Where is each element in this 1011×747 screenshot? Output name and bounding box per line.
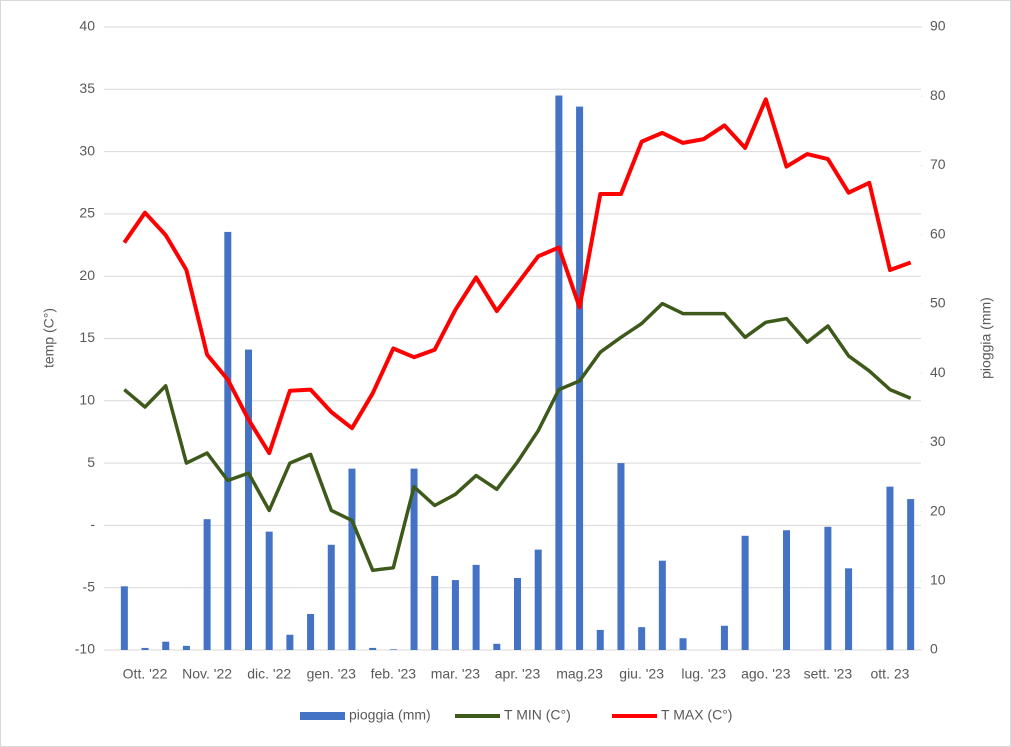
bar (451, 580, 459, 650)
bar (431, 575, 439, 650)
y-tick-label: -10 (75, 641, 95, 657)
y-tick-label: 25 (79, 205, 95, 221)
bar (307, 614, 315, 650)
y-tick-label: 35 (79, 80, 95, 96)
y-tick-label: 10 (79, 392, 95, 408)
x-tick-label: ago. '23 (741, 666, 791, 682)
bar (720, 625, 728, 650)
bar (534, 549, 542, 650)
bar (286, 634, 294, 650)
y-tick-label: 40 (79, 18, 95, 34)
x-tick-label: mag.23 (556, 666, 603, 682)
bar (203, 519, 211, 650)
bar (327, 544, 335, 650)
y-tick-label: - (90, 516, 95, 532)
bar (555, 95, 563, 650)
bar (182, 645, 190, 650)
y-tick-label: -5 (83, 578, 96, 594)
bar (845, 568, 853, 650)
y-tick-label: 30 (79, 142, 95, 158)
bar (783, 530, 790, 650)
bar (493, 643, 501, 650)
bar (638, 627, 646, 650)
bar (617, 463, 625, 650)
bar (224, 231, 232, 651)
line-series (123, 301, 912, 573)
legend-swatch (300, 712, 345, 720)
x-tick-label: ott. 23 (871, 666, 910, 682)
y2-tick-label: 10 (930, 571, 946, 587)
y-tick-label: 15 (79, 329, 95, 345)
bar (369, 647, 377, 650)
bar (886, 486, 894, 650)
bar (472, 564, 480, 650)
bar (162, 641, 170, 650)
y2-tick-label: 90 (930, 18, 946, 34)
bar (658, 560, 666, 650)
y-axis-title: temp (C°) (41, 308, 57, 368)
x-tick-label: apr. '23 (495, 666, 541, 682)
bar (514, 578, 521, 650)
bar (389, 649, 397, 650)
x-tick-label: giu. '23 (619, 666, 664, 682)
y2-tick-label: 20 (930, 502, 946, 518)
x-tick-label: mar. '23 (431, 666, 481, 682)
y2-tick-label: 50 (930, 295, 946, 311)
bar (679, 638, 687, 650)
legend-label: T MAX (C°) (661, 707, 732, 723)
line-series (122, 97, 912, 456)
x-tick-label: Ott. '22 (123, 666, 168, 682)
legend-label: T MIN (C°) (504, 707, 571, 723)
bar (907, 499, 915, 650)
bar (741, 535, 749, 650)
y2-tick-label: 60 (930, 225, 946, 241)
x-tick-label: dic. '22 (247, 666, 291, 682)
y-tick-label: 5 (87, 454, 95, 470)
bar (348, 468, 356, 650)
bar (596, 629, 604, 650)
bar (120, 586, 128, 650)
x-tick-label: lug. '23 (681, 666, 726, 682)
bar (265, 531, 273, 650)
y-tick-label: 20 (79, 267, 95, 283)
bar (824, 526, 832, 650)
bar (245, 349, 252, 650)
y2-tick-label: 40 (930, 364, 946, 380)
y2-tick-label: 0 (930, 641, 938, 657)
x-tick-label: feb. '23 (371, 666, 417, 682)
x-tick-label: gen. '23 (307, 666, 357, 682)
y2-tick-label: 70 (930, 156, 946, 172)
bar (141, 647, 149, 650)
y2-tick-label: 80 (930, 87, 946, 103)
legend-label: pioggia (mm) (349, 707, 431, 723)
x-tick-label: Nov. '22 (182, 666, 232, 682)
y2-axis-title: pioggia (mm) (978, 297, 994, 379)
x-tick-label: sett. '23 (804, 666, 853, 682)
y2-tick-label: 30 (930, 433, 946, 449)
bar (410, 468, 418, 650)
